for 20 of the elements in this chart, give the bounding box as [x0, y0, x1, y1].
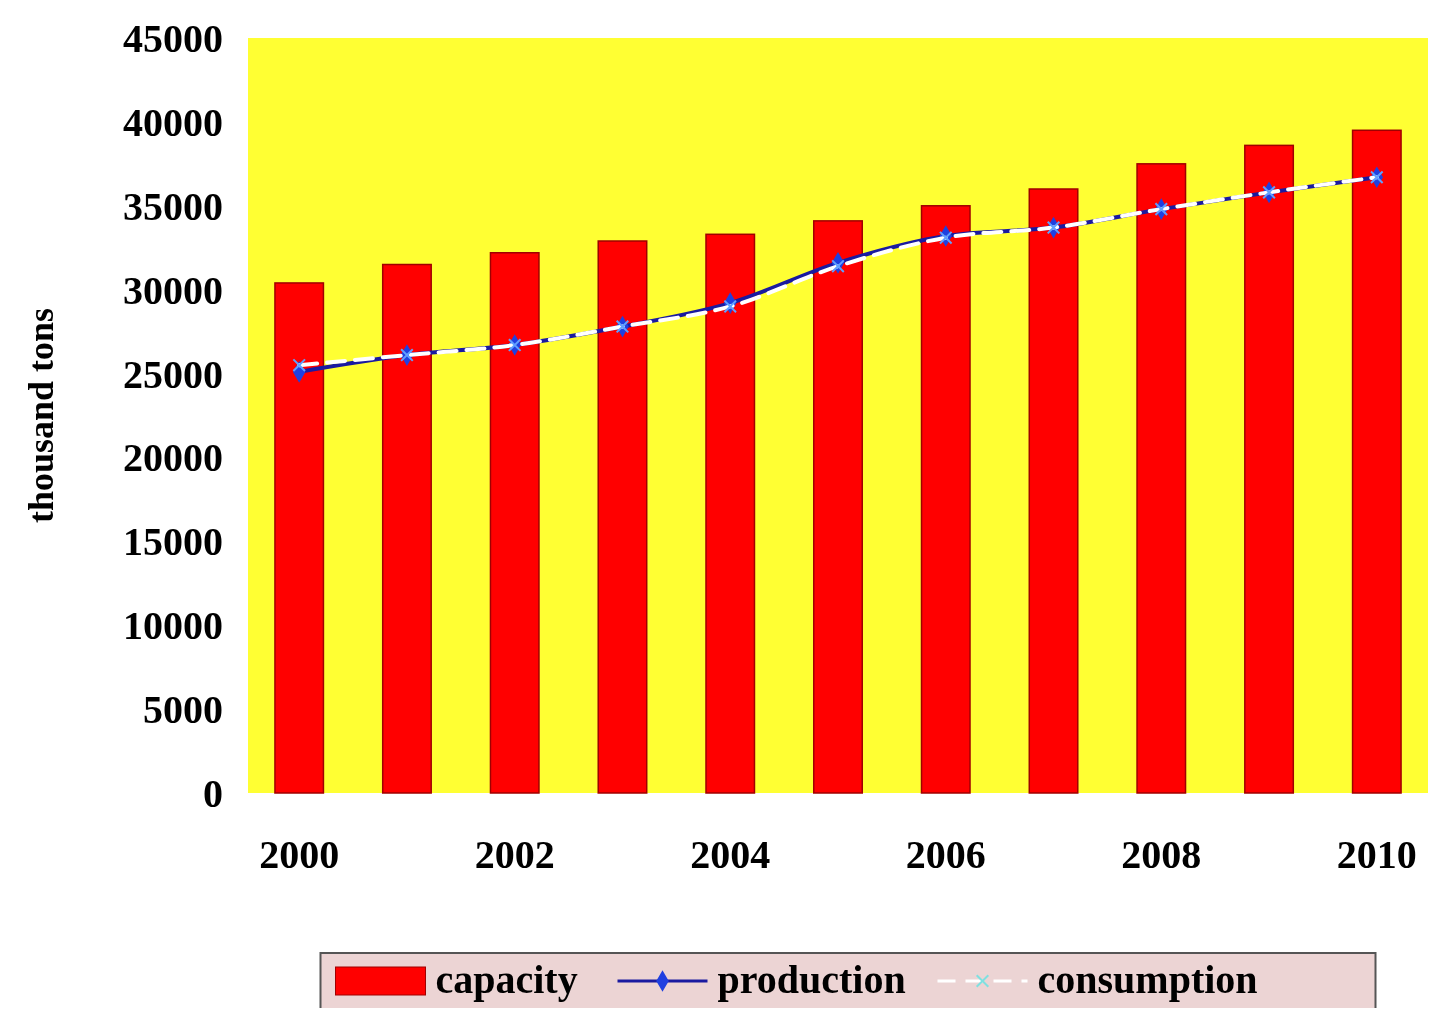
legend-label: consumption [1037, 957, 1258, 1002]
x-tick-label: 2004 [690, 832, 771, 877]
y-axis-title: thousand tons [21, 307, 61, 524]
y-tick-label: 35000 [123, 183, 223, 229]
y-tick-label: 45000 [123, 16, 223, 61]
y-tick-label: 40000 [123, 99, 223, 145]
y-tick-label: 25000 [123, 351, 223, 397]
legend-label: capacity [435, 957, 578, 1002]
x-tick-label: 2008 [1121, 832, 1202, 877]
x-tick-label: 2006 [905, 832, 986, 877]
x-tick-label: 2002 [474, 832, 555, 877]
x-tick-label: 2000 [259, 832, 340, 877]
y-tick-label: 5000 [143, 687, 223, 733]
y-tick-label: 30000 [123, 267, 223, 313]
y-tick-label: 10000 [123, 603, 223, 649]
x-tick-label: 2010 [1336, 832, 1417, 877]
y-tick-label: 0 [203, 771, 223, 816]
legend-label: production [717, 957, 906, 1002]
y-tick-label: 15000 [123, 519, 223, 565]
y-tick-label: 20000 [123, 435, 223, 481]
